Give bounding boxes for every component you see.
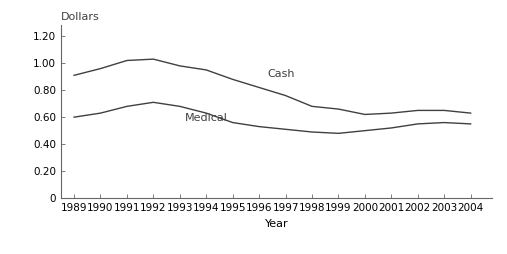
Text: Medical: Medical: [185, 113, 228, 123]
X-axis label: Year: Year: [265, 218, 288, 229]
Text: Cash: Cash: [267, 69, 295, 79]
Text: Dollars: Dollars: [61, 12, 99, 22]
